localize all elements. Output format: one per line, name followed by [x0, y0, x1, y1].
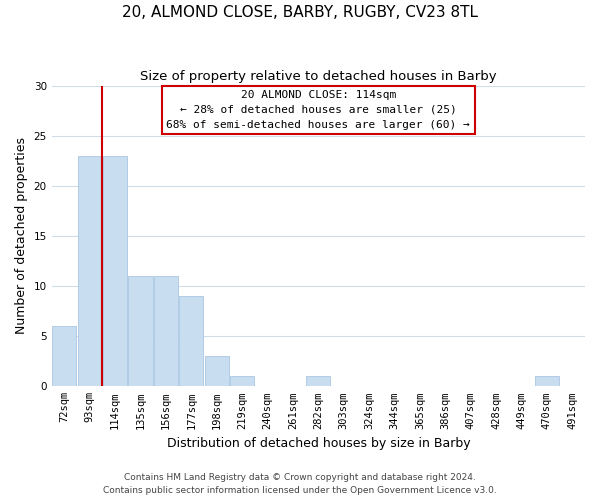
Text: 20 ALMOND CLOSE: 114sqm
← 28% of detached houses are smaller (25)
68% of semi-de: 20 ALMOND CLOSE: 114sqm ← 28% of detache… — [166, 90, 470, 130]
Y-axis label: Number of detached properties: Number of detached properties — [15, 138, 28, 334]
Bar — [535, 376, 559, 386]
Bar — [128, 276, 152, 386]
Text: 20, ALMOND CLOSE, BARBY, RUGBY, CV23 8TL: 20, ALMOND CLOSE, BARBY, RUGBY, CV23 8TL — [122, 5, 478, 20]
Title: Size of property relative to detached houses in Barby: Size of property relative to detached ho… — [140, 70, 497, 83]
Bar — [179, 296, 203, 386]
X-axis label: Distribution of detached houses by size in Barby: Distribution of detached houses by size … — [167, 437, 470, 450]
Text: Contains HM Land Registry data © Crown copyright and database right 2024.
Contai: Contains HM Land Registry data © Crown c… — [103, 474, 497, 495]
Bar — [77, 156, 102, 386]
Bar — [205, 356, 229, 386]
Bar — [103, 156, 127, 386]
Bar — [154, 276, 178, 386]
Bar — [230, 376, 254, 386]
Bar — [306, 376, 331, 386]
Bar — [52, 326, 76, 386]
